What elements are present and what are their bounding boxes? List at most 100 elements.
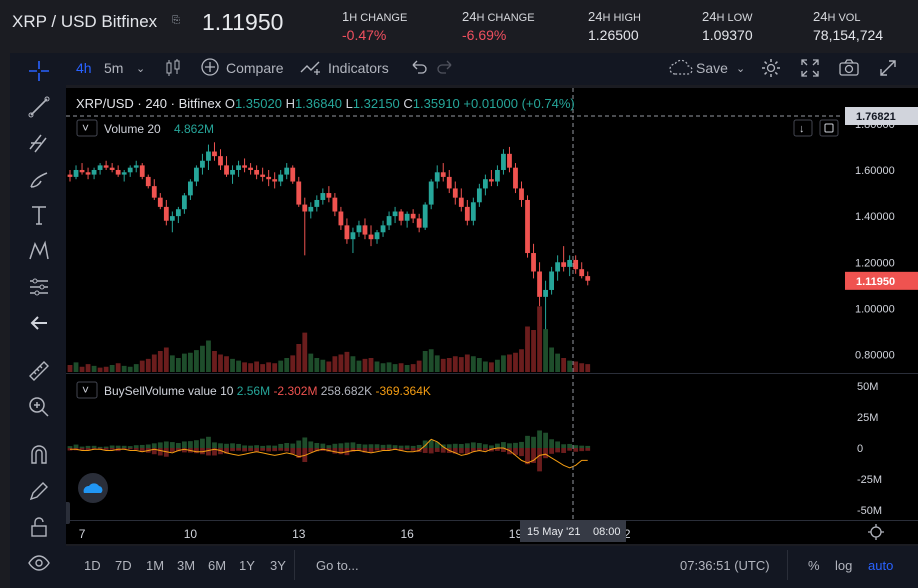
- sell-volume-bar: [519, 448, 524, 457]
- candle-body: [549, 271, 554, 290]
- left-panel-handle[interactable]: [64, 502, 70, 524]
- external-link-icon[interactable]: ⎘: [172, 15, 180, 26]
- utc-clock[interactable]: 07:36:51 (UTC): [680, 558, 770, 573]
- candle-body: [476, 188, 482, 203]
- sell-volume-bar: [296, 448, 302, 458]
- volume-bar: [188, 352, 193, 372]
- interval-5m-button[interactable]: 5m: [104, 60, 124, 76]
- buy-volume-bar: [296, 440, 302, 448]
- maximize-icon: [824, 123, 834, 133]
- range-1y[interactable]: 1Y: [239, 558, 255, 573]
- volume-bar: [344, 351, 350, 372]
- eye-icon[interactable]: [24, 551, 54, 577]
- fib-tool-icon[interactable]: [24, 131, 54, 157]
- price-chart[interactable]: 0.800001.000001.200001.400001.600001.800…: [64, 88, 918, 544]
- buy-volume-bar: [73, 444, 79, 448]
- range-6m[interactable]: 6M: [208, 558, 227, 573]
- candle-body: [151, 186, 157, 198]
- range-1d[interactable]: 1D: [84, 558, 101, 573]
- back-arrow-icon[interactable]: [24, 311, 54, 337]
- range-3m[interactable]: 3M: [177, 558, 196, 573]
- sell-volume-bar: [332, 448, 338, 454]
- buy-volume-bar: [109, 445, 115, 448]
- camera-icon[interactable]: [838, 58, 860, 81]
- cloud-icon[interactable]: [668, 58, 694, 81]
- pane-maximize-button[interactable]: [819, 119, 839, 137]
- candle-body: [374, 232, 380, 240]
- candle-body: [296, 181, 302, 205]
- sell-volume-bar: [398, 448, 404, 452]
- last-price-badge: [845, 271, 918, 290]
- lock-icon[interactable]: [24, 515, 54, 541]
- candle-body: [248, 167, 253, 170]
- stat-value: 78,154,724: [813, 27, 884, 43]
- range-3y[interactable]: 3Y: [270, 558, 286, 573]
- volume-bar: [482, 361, 488, 372]
- buy-volume-bar: [476, 443, 482, 448]
- ruler-icon[interactable]: [24, 359, 54, 385]
- candle-body: [320, 193, 326, 200]
- percent-toggle[interactable]: %: [808, 558, 820, 573]
- buy-volume-bar: [266, 445, 272, 448]
- log-toggle[interactable]: log: [835, 558, 853, 573]
- candle-body: [585, 276, 591, 281]
- volume-bar: [495, 359, 500, 372]
- prediction-tool-icon[interactable]: [24, 275, 54, 301]
- buy-volume-bar: [344, 442, 350, 448]
- trend-line-icon[interactable]: [24, 95, 54, 121]
- buy-volume-bar: [194, 440, 199, 448]
- volume-bar: [206, 340, 211, 372]
- volume-collapse-button[interactable]: [76, 119, 98, 137]
- redo-icon[interactable]: [436, 58, 454, 79]
- candle-body: [326, 193, 332, 198]
- price-tick-label: 1.60000: [855, 165, 895, 177]
- candle-type-icon[interactable]: [164, 58, 182, 81]
- bottom-bar: 1D 7D 1M 3M 6M 1Y 3Y Go to... 07:36:51 (UTC) %…: [66, 546, 918, 588]
- magnet-icon[interactable]: [24, 443, 54, 469]
- compare-plus-icon[interactable]: [200, 57, 220, 80]
- last-price-label: 1.11950: [856, 276, 895, 288]
- candle-body: [458, 197, 464, 207]
- volume-bar: [476, 358, 482, 372]
- volume-bar: [320, 359, 326, 372]
- compare-button[interactable]: Compare: [226, 60, 284, 76]
- zoom-icon[interactable]: [24, 395, 54, 421]
- sell-volume-bar: [513, 448, 518, 455]
- candle-body: [133, 165, 139, 168]
- fullscreen-icon[interactable]: [800, 58, 820, 81]
- chart-area[interactable]: 0.800001.000001.200001.400001.600001.800…: [64, 88, 918, 544]
- crosshair-price: 1.76821: [856, 111, 896, 123]
- expand-arrows-icon[interactable]: [878, 58, 898, 81]
- interval-4h-button[interactable]: 4h: [76, 60, 92, 76]
- range-7d[interactable]: 7D: [115, 558, 132, 573]
- text-tool-icon[interactable]: [24, 203, 54, 229]
- sell-volume-bar: [157, 448, 163, 456]
- candle-body: [169, 216, 175, 221]
- sell-volume-bar: [151, 448, 157, 455]
- pencil-lock-icon[interactable]: [24, 479, 54, 505]
- sell-volume-bar: [181, 448, 187, 453]
- stat-value: 1.26500: [588, 27, 639, 43]
- settings-gear-icon[interactable]: [760, 57, 782, 82]
- save-chevron-icon[interactable]: ⌄: [736, 63, 746, 75]
- volume-bar: [513, 352, 518, 372]
- range-1m[interactable]: 1M: [146, 558, 165, 573]
- brush-icon[interactable]: [24, 167, 54, 193]
- save-button[interactable]: Save: [696, 60, 728, 76]
- buy-volume-bar: [79, 446, 85, 448]
- bsv-collapse-button[interactable]: [76, 381, 98, 399]
- indicators-icon[interactable]: [300, 57, 322, 80]
- candle-body: [157, 197, 163, 207]
- pane-down-button[interactable]: [793, 119, 813, 137]
- candle-body: [368, 234, 374, 240]
- buy-volume-bar: [284, 443, 290, 448]
- pattern-tool-icon[interactable]: [24, 239, 54, 265]
- chevron-down-icon[interactable]: ⌄: [136, 63, 146, 75]
- auto-toggle[interactable]: auto: [868, 558, 894, 573]
- undo-icon[interactable]: [410, 58, 428, 79]
- volume-bar: [97, 367, 103, 372]
- crosshair-icon[interactable]: [24, 59, 54, 85]
- volume-bar: [133, 364, 139, 372]
- indicators-button[interactable]: Indicators: [328, 60, 389, 76]
- goto-button[interactable]: Go to...: [316, 558, 359, 573]
